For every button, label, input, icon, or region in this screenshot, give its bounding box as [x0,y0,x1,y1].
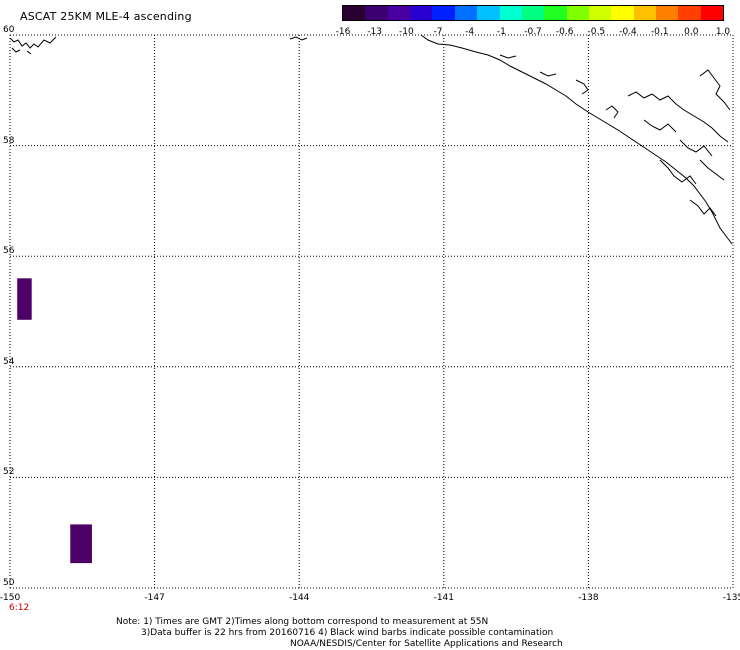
colorbar-label: -0.4 [619,27,637,37]
latitude-label: 58 [3,135,15,146]
latitude-label: 54 [3,356,15,367]
colorbar-label: -13 [367,27,383,37]
colorbar-label: -0.5 [587,27,606,37]
colorbar [342,5,724,21]
colorbar-swatch [521,6,545,20]
colorbar-swatch [454,6,478,20]
data-cells [17,278,92,564]
data-cell [17,278,32,320]
longitude-label: -138 [578,593,599,603]
map-title: ASCAT 25KM MLE-4 ascending [20,10,192,23]
colorbar-swatch [387,6,411,20]
colorbar-label: -10 [398,27,414,37]
longitude-label: -144 [288,593,310,603]
colorbar-swatch [544,6,567,20]
colorbar-swatch [477,6,500,20]
colorbar-swatch [611,6,634,20]
colorbar-swatch [343,6,366,20]
colorbar-swatch [656,6,679,20]
latitude-label: 52 [3,467,15,478]
colorbar-swatch [633,6,657,20]
longitude-label: -147 [144,593,165,603]
colorbar-label: -0.7 [524,27,542,37]
colorbar-swatch [365,6,388,20]
note-line-3: NOAA/NESDIS/Center for Satellite Applica… [290,639,563,649]
colorbar-swatch [499,6,522,20]
colorbar-swatch [432,6,455,20]
colorbar-swatch [588,6,612,20]
latitude-label: 56 [3,246,15,257]
note-line-1: Note: 1) Times are GMT 2)Times along bot… [116,617,489,627]
colorbar-label: -1 [496,27,506,37]
longitude-label: -135 [722,593,740,603]
colorbar-label: -0.6 [555,27,574,37]
colorbar-label: -0.1 [650,27,669,37]
latitude-label: 50 [3,578,15,588]
longitude-label: -150 [0,593,21,603]
note-line-2: 3)Data buffer is 22 hrs from 20160716 4)… [141,628,554,638]
colorbar-label: -7 [433,27,443,37]
time-label: 6:12 [9,603,30,613]
colorbar-swatch [700,6,724,20]
colorbar-label: -16 [335,27,351,37]
data-cell [70,524,92,564]
longitude-label: -141 [433,593,455,603]
colorbar-label: 0.0 [684,27,699,37]
coastline [9,34,733,245]
latitude-label: 60 [3,25,15,35]
colorbar-swatch [678,6,701,20]
colorbar-swatch [566,6,589,20]
colorbar-label: -4 [465,27,475,37]
colorbar-label: 1.0 [715,27,731,37]
graticule [9,34,734,589]
colorbar-swatch [410,6,433,20]
